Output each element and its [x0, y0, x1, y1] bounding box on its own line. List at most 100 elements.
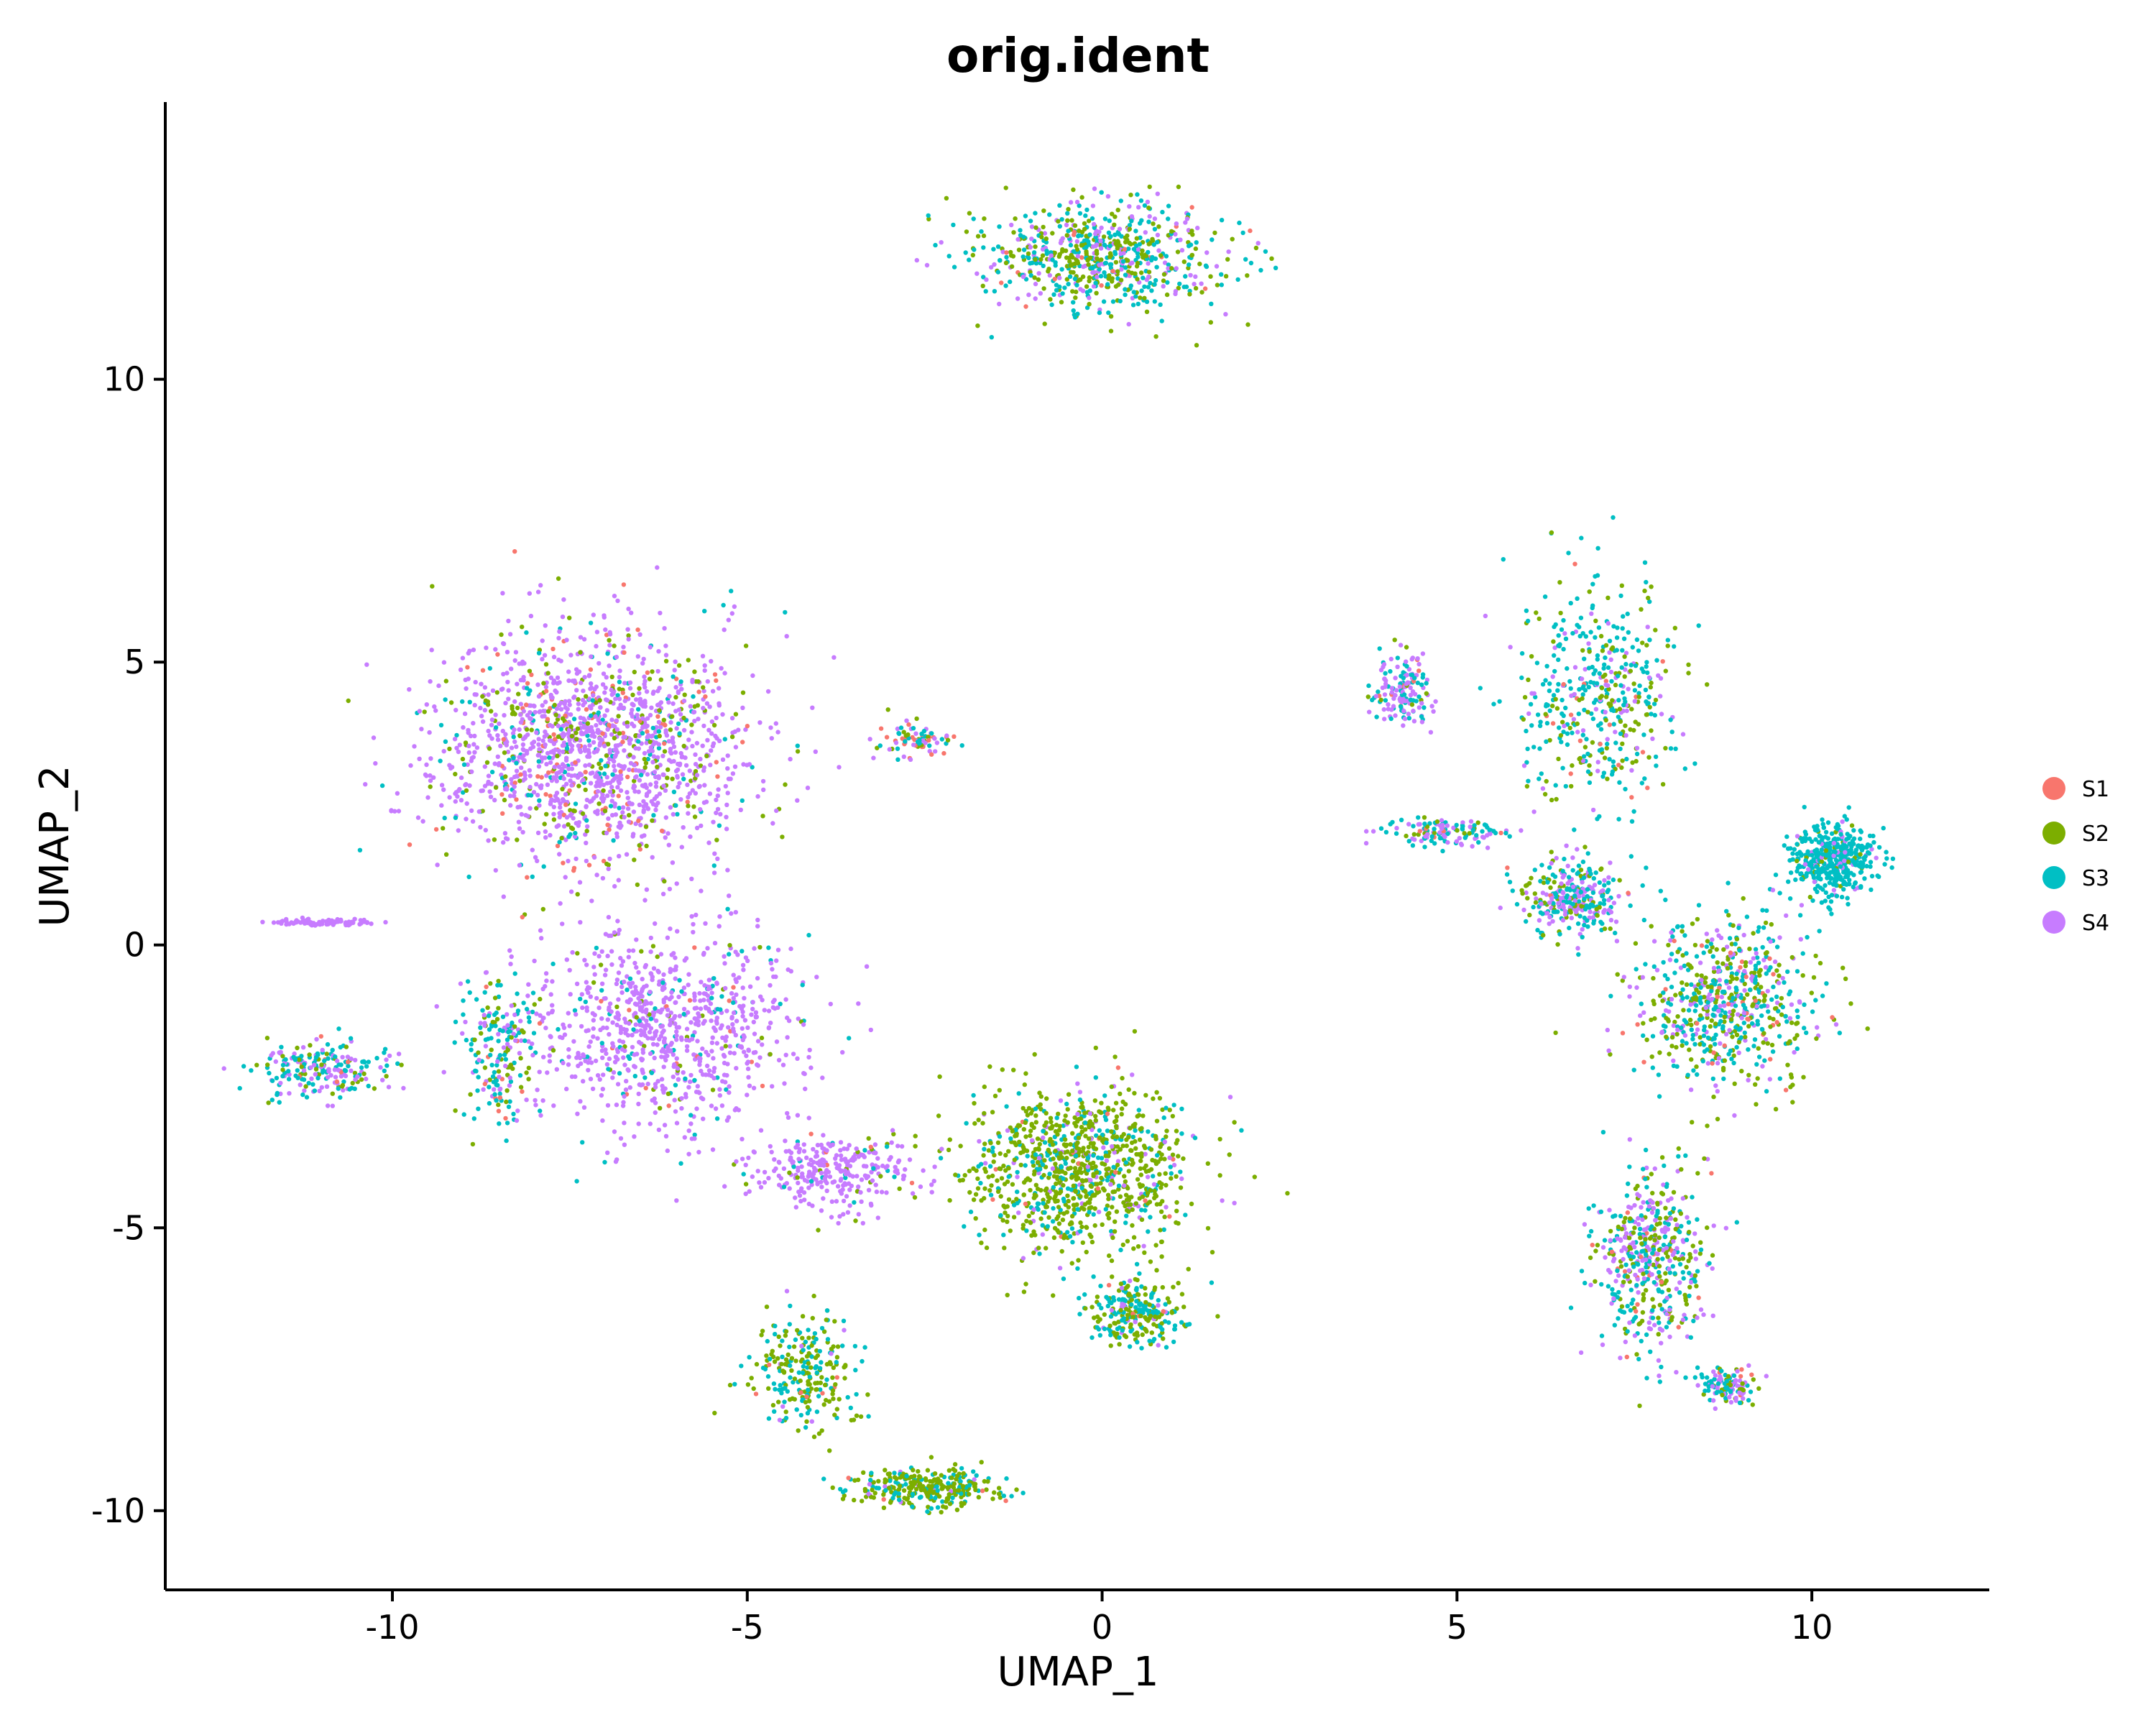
data-point-s2 — [1112, 1219, 1118, 1224]
data-point-s4 — [561, 797, 566, 802]
data-point-s4 — [1780, 975, 1785, 981]
data-point-s4 — [718, 811, 723, 817]
data-point-s4 — [689, 730, 694, 735]
data-point-s4 — [1646, 1320, 1651, 1325]
data-point-s1 — [1577, 738, 1583, 743]
data-point-s2 — [1118, 1194, 1123, 1200]
data-point-s4 — [1635, 1276, 1640, 1282]
data-point-s3 — [1068, 242, 1074, 248]
data-point-s2 — [1153, 1161, 1159, 1167]
data-point-s2 — [1695, 972, 1700, 978]
data-point-s3 — [929, 1506, 934, 1511]
data-point-s4 — [755, 924, 760, 929]
data-point-s2 — [1677, 1256, 1682, 1262]
data-point-s3 — [1674, 924, 1680, 929]
data-point-s3 — [1626, 630, 1631, 635]
data-point-s4 — [910, 1191, 916, 1196]
data-point-s2 — [555, 753, 560, 759]
data-point-s1 — [484, 984, 489, 990]
data-point-s2 — [832, 1319, 837, 1324]
data-point-s4 — [615, 743, 620, 748]
data-point-s2 — [1050, 231, 1055, 236]
data-point-s3 — [847, 1036, 852, 1041]
data-point-s4 — [725, 868, 730, 873]
data-point-s4 — [588, 781, 594, 786]
data-point-s4 — [1602, 878, 1607, 883]
data-point-s2 — [1066, 1205, 1072, 1210]
data-point-s2 — [1023, 1134, 1028, 1139]
data-point-s4 — [745, 1061, 750, 1066]
data-point-s2 — [1608, 1228, 1613, 1234]
data-point-s4 — [527, 591, 532, 596]
data-point-s3 — [1146, 1229, 1151, 1234]
data-point-s3 — [1644, 1332, 1649, 1338]
data-point-s4 — [774, 958, 779, 963]
data-point-s4 — [663, 728, 668, 733]
data-point-s3 — [1576, 712, 1581, 717]
data-point-s4 — [1746, 1077, 1751, 1083]
data-point-s1 — [1167, 1214, 1172, 1219]
data-point-s3 — [671, 674, 676, 679]
data-point-s3 — [795, 743, 801, 748]
data-point-s4 — [671, 744, 677, 750]
data-point-s4 — [890, 1128, 895, 1133]
data-point-s3 — [787, 1322, 793, 1327]
data-point-s3 — [1534, 661, 1540, 666]
data-point-s4 — [595, 1073, 601, 1078]
data-point-s3 — [1519, 650, 1525, 656]
data-point-s4 — [538, 583, 543, 588]
data-point-s4 — [515, 681, 520, 686]
data-point-s4 — [520, 829, 525, 835]
data-point-s4 — [517, 826, 522, 832]
data-point-s3 — [1774, 944, 1780, 949]
data-point-s4 — [594, 722, 599, 728]
data-point-s4 — [1653, 1218, 1658, 1223]
data-point-s2 — [1669, 1317, 1674, 1322]
data-point-s2 — [1135, 1244, 1141, 1249]
data-point-s4 — [516, 819, 522, 824]
data-point-s3 — [977, 1233, 982, 1238]
data-point-s3 — [1692, 1041, 1697, 1047]
data-point-s4 — [609, 962, 614, 967]
data-point-s4 — [483, 1044, 489, 1049]
data-point-s4 — [1634, 985, 1639, 990]
data-point-s3 — [1579, 1269, 1585, 1274]
data-point-s4 — [879, 1190, 885, 1195]
data-point-s3 — [1741, 1021, 1746, 1026]
data-point-s4 — [1431, 709, 1436, 714]
data-point-s4 — [364, 1076, 369, 1082]
data-point-s4 — [1632, 699, 1637, 704]
data-point-s4 — [1057, 275, 1062, 280]
data-point-s2 — [1684, 1302, 1690, 1307]
data-point-s4 — [461, 724, 466, 730]
data-point-s3 — [1116, 1183, 1122, 1189]
data-point-s1 — [584, 707, 589, 712]
data-point-s3 — [1062, 285, 1067, 290]
data-point-s4 — [688, 1079, 693, 1085]
data-point-s4 — [929, 1190, 934, 1195]
data-point-s4 — [221, 1066, 226, 1071]
data-point-s1 — [1550, 721, 1556, 726]
data-point-s2 — [1119, 1112, 1124, 1117]
data-point-s2 — [598, 765, 604, 770]
data-point-s4 — [1635, 1192, 1640, 1197]
data-point-s2 — [1747, 947, 1752, 952]
data-point-s2 — [1108, 314, 1114, 319]
data-point-s2 — [1650, 1190, 1655, 1196]
data-point-s4 — [1021, 274, 1026, 280]
data-point-s4 — [757, 1055, 763, 1060]
data-point-s3 — [1595, 653, 1600, 658]
data-point-s4 — [803, 1086, 808, 1092]
data-point-s2 — [991, 1159, 996, 1164]
data-point-s4 — [1693, 1256, 1698, 1261]
data-point-s4 — [566, 858, 571, 864]
data-point-s2 — [1194, 343, 1199, 348]
data-point-s4 — [933, 749, 938, 754]
data-point-s3 — [1166, 203, 1171, 208]
data-point-s4 — [618, 1030, 624, 1036]
data-point-s4 — [566, 1062, 571, 1067]
data-point-s2 — [1160, 1199, 1165, 1204]
data-point-s2 — [770, 1402, 776, 1408]
data-point-s3 — [1651, 702, 1657, 707]
